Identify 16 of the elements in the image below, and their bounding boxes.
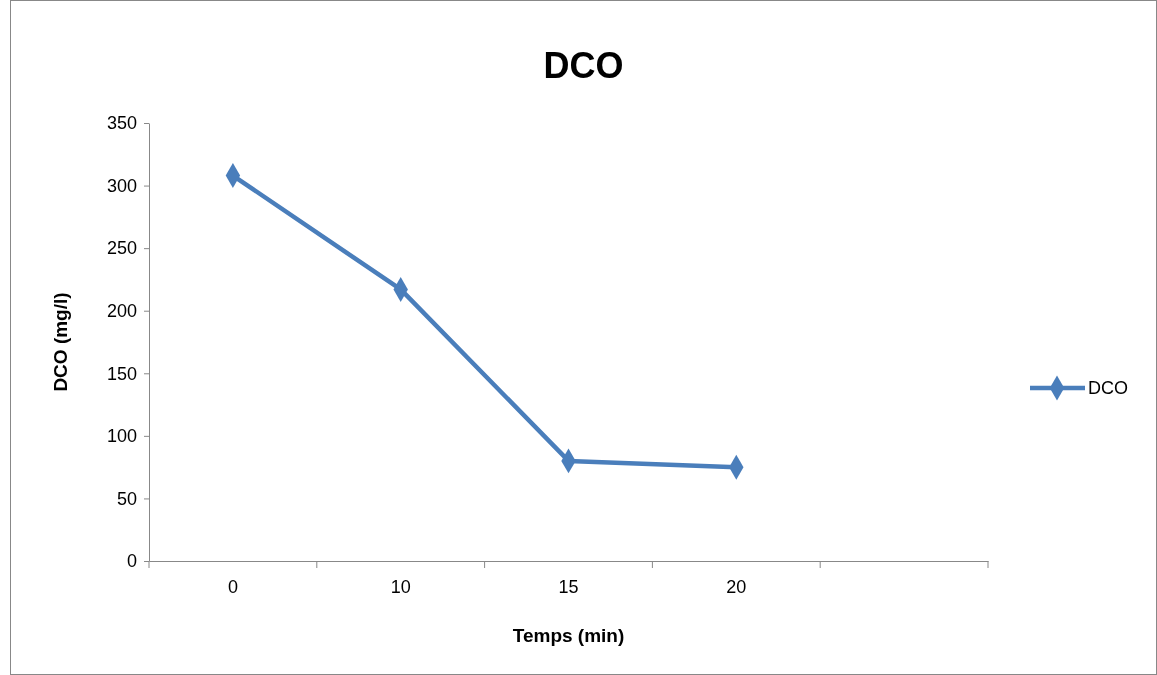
- y-tick-label: 150: [106, 363, 137, 384]
- legend-label: DCO: [1088, 378, 1128, 398]
- x-tick-label: 15: [558, 576, 579, 597]
- y-tick-label: 100: [106, 426, 137, 447]
- y-tick-label: 0: [126, 551, 137, 572]
- chart-title: DCO: [543, 45, 624, 86]
- x-tick-label: 10: [390, 576, 411, 597]
- y-axis-title: DCO (mg/l): [50, 292, 71, 392]
- x-tick-label: 20: [726, 576, 747, 597]
- x-tick-label: 0: [227, 576, 238, 597]
- y-tick-label: 350: [106, 113, 137, 134]
- y-tick-label: 200: [106, 300, 137, 321]
- y-tick-label: 50: [116, 488, 137, 509]
- x-axis-title: Temps (min): [512, 625, 625, 646]
- y-tick-label: 250: [106, 238, 137, 259]
- y-tick-label: 300: [106, 175, 137, 196]
